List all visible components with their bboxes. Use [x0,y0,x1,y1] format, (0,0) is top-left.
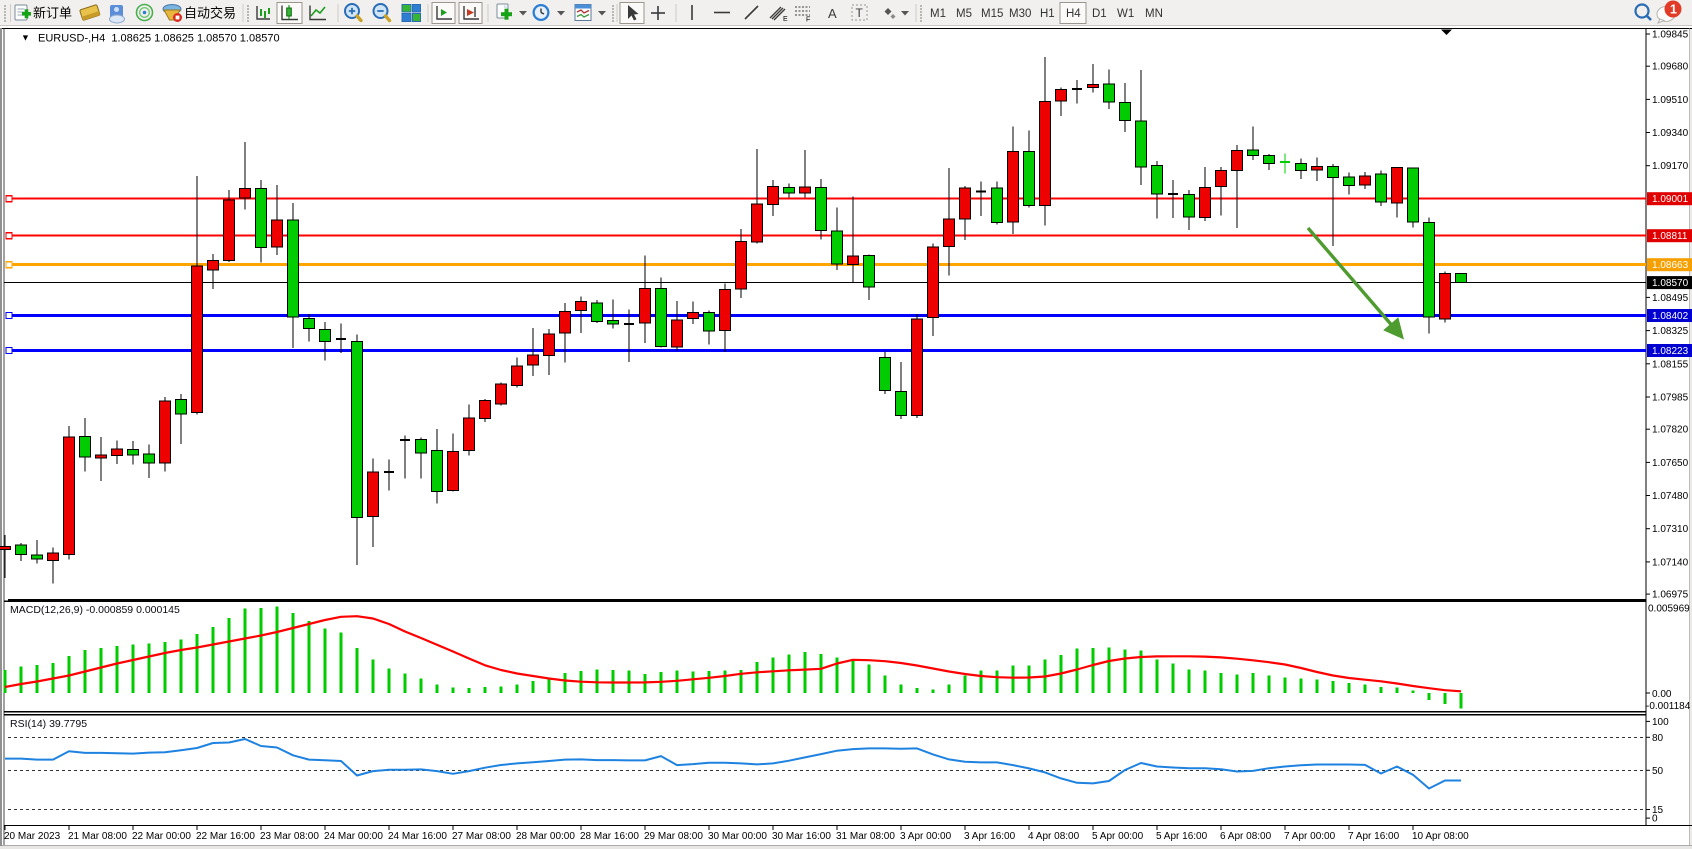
svg-text:1.07650: 1.07650 [1652,458,1689,469]
svg-text:1: 1 [1670,3,1677,17]
svg-text:15: 15 [1652,805,1664,816]
svg-text:1.07140: 1.07140 [1652,557,1689,568]
svg-text:D1: D1 [1092,8,1107,20]
svg-text:M5: M5 [956,8,972,20]
svg-text:7 Apr 16:00: 7 Apr 16:00 [1348,831,1400,842]
svg-text:H4: H4 [1066,8,1081,20]
svg-text:28 Mar 00:00: 28 Mar 00:00 [516,831,575,842]
svg-text:1.09680: 1.09680 [1652,62,1689,73]
svg-text:80: 80 [1652,733,1664,744]
svg-text:1.07820: 1.07820 [1652,425,1689,436]
svg-text:1.06975: 1.06975 [1652,590,1689,601]
svg-text:1.08811: 1.08811 [1652,231,1688,242]
svg-text:1.08495: 1.08495 [1652,293,1689,304]
svg-text:1.09845: 1.09845 [1652,30,1689,41]
svg-text:1.09510: 1.09510 [1652,95,1689,106]
svg-text:1.08155: 1.08155 [1652,359,1689,370]
svg-text:30 Mar 16:00: 30 Mar 16:00 [772,831,831,842]
svg-text:1.08663: 1.08663 [1652,260,1689,271]
svg-text:50: 50 [1652,766,1664,777]
svg-text:M1: M1 [930,8,946,20]
svg-text:E: E [783,16,788,23]
svg-text:22 Mar 00:00: 22 Mar 00:00 [132,831,191,842]
svg-text:1.08223: 1.08223 [1652,346,1689,357]
svg-text:6 Apr 08:00: 6 Apr 08:00 [1220,831,1272,842]
svg-text:3 Apr 00:00: 3 Apr 00:00 [900,831,952,842]
svg-text:1.09340: 1.09340 [1652,128,1689,139]
svg-text:4 Apr 08:00: 4 Apr 08:00 [1028,831,1080,842]
svg-text:3 Apr 16:00: 3 Apr 16:00 [964,831,1016,842]
svg-text:100: 100 [1652,717,1669,728]
svg-text:▼: ▼ [21,33,30,43]
svg-text:1.07480: 1.07480 [1652,491,1689,502]
svg-text:-0.001184: -0.001184 [1646,701,1691,712]
svg-text:29 Mar 08:00: 29 Mar 08:00 [644,831,703,842]
svg-text:自动交易: 自动交易 [184,6,236,21]
svg-text:1.09170: 1.09170 [1652,161,1689,172]
svg-text:M15: M15 [981,8,1003,20]
svg-text:21 Mar 08:00: 21 Mar 08:00 [68,831,127,842]
svg-text:RSI(14) 39.7795: RSI(14) 39.7795 [10,718,87,730]
svg-text:MN: MN [1145,8,1163,20]
svg-text:W1: W1 [1117,8,1134,20]
svg-text:1.07310: 1.07310 [1652,524,1689,535]
svg-text:30 Mar 00:00: 30 Mar 00:00 [708,831,767,842]
svg-text:24 Mar 16:00: 24 Mar 16:00 [388,831,447,842]
svg-text:20 Mar 2023: 20 Mar 2023 [4,831,61,842]
svg-text:1.09001: 1.09001 [1652,194,1689,205]
svg-text:24 Mar 00:00: 24 Mar 00:00 [324,831,383,842]
svg-text:1.08325: 1.08325 [1652,326,1689,337]
svg-text:EURUSD-,H4 1.08625 1.08625 1.: EURUSD-,H4 1.08625 1.08625 1.08570 1.085… [38,33,280,45]
svg-text:1.07985: 1.07985 [1652,393,1689,404]
svg-text:7 Apr 00:00: 7 Apr 00:00 [1284,831,1336,842]
svg-text:M30: M30 [1009,8,1031,20]
svg-text:22 Mar 16:00: 22 Mar 16:00 [196,831,255,842]
svg-text:A: A [828,6,837,21]
svg-text:MACD(12,26,9) -0.000859 0.0001: MACD(12,26,9) -0.000859 0.000145 [10,604,180,616]
svg-text:0.00: 0.00 [1652,689,1672,700]
svg-text:F: F [806,17,810,24]
svg-text:0: 0 [1652,814,1658,825]
svg-text:T: T [856,6,864,20]
svg-text:新订单: 新订单 [33,6,72,21]
svg-text:10 Apr 08:00: 10 Apr 08:00 [1412,831,1469,842]
svg-text:27 Mar 08:00: 27 Mar 08:00 [452,831,511,842]
svg-text:23 Mar 08:00: 23 Mar 08:00 [260,831,319,842]
svg-text:1.08402: 1.08402 [1652,311,1689,322]
svg-text:5 Apr 00:00: 5 Apr 00:00 [1092,831,1144,842]
svg-text:28 Mar 16:00: 28 Mar 16:00 [580,831,639,842]
svg-text:0.005969: 0.005969 [1648,604,1690,615]
svg-text:5 Apr 16:00: 5 Apr 16:00 [1156,831,1208,842]
svg-text:1.08570: 1.08570 [1652,278,1689,289]
svg-text:31 Mar 08:00: 31 Mar 08:00 [836,831,895,842]
svg-text:H1: H1 [1040,8,1055,20]
